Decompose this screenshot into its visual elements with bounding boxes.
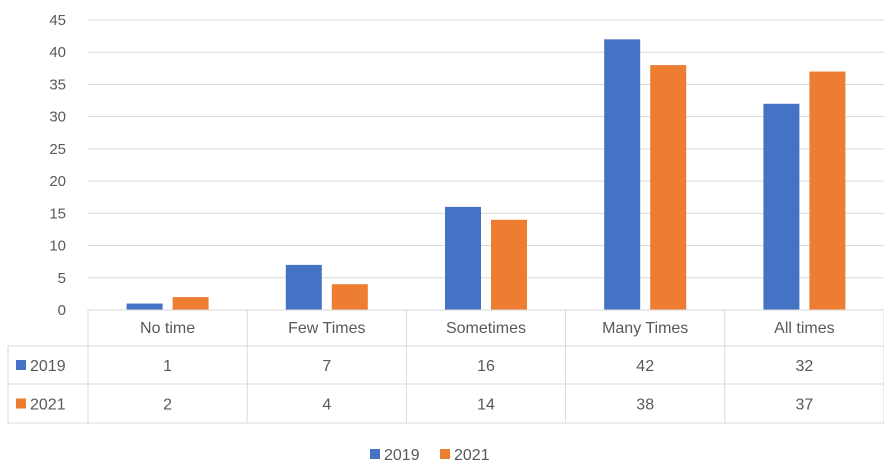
table-legend-key bbox=[16, 398, 26, 409]
x-tick-label: Many Times bbox=[602, 320, 688, 337]
data-label: 38 bbox=[636, 397, 654, 414]
data-label: 7 bbox=[322, 358, 331, 375]
y-tick-label: 30 bbox=[49, 109, 66, 126]
bar-2021-no-time bbox=[172, 297, 209, 310]
y-tick-label: 25 bbox=[49, 141, 66, 158]
y-axis-ticks: 0 5 10 15 20 25 30 35 40 45 bbox=[49, 12, 66, 319]
table-legend-key bbox=[16, 360, 26, 370]
x-tick-label: Few Times bbox=[288, 320, 365, 337]
bar-2019-all-times bbox=[763, 103, 800, 311]
y-tick-label: 10 bbox=[49, 238, 66, 255]
bar-2019-sometimes bbox=[445, 206, 481, 310]
legend-swatch bbox=[370, 449, 380, 459]
y-tick-label: 5 bbox=[58, 270, 66, 287]
y-tick-label: 15 bbox=[49, 205, 66, 222]
legend-swatch bbox=[440, 449, 450, 459]
gridlines bbox=[88, 19, 884, 279]
table-series-label: 2021 bbox=[30, 397, 66, 414]
y-tick-label: 40 bbox=[49, 44, 66, 61]
bar-2021-few-times bbox=[331, 284, 368, 310]
legend-label: 2019 bbox=[384, 447, 420, 464]
data-label: 14 bbox=[477, 397, 495, 414]
data-label: 42 bbox=[636, 358, 654, 375]
data-table: No time Few Times Sometimes Many Times All t… bbox=[7, 309, 884, 424]
bars bbox=[126, 39, 846, 311]
legend: 2019 2021 bbox=[370, 447, 490, 464]
data-label: 16 bbox=[477, 358, 495, 375]
y-tick-label: 20 bbox=[49, 173, 66, 190]
bar-2019-no-time bbox=[126, 303, 163, 310]
data-label: 1 bbox=[163, 358, 172, 375]
bar-2021-sometimes bbox=[491, 219, 527, 310]
x-tick-label: No time bbox=[140, 320, 195, 337]
y-tick-label: 45 bbox=[49, 12, 66, 29]
x-tick-label: All times bbox=[774, 320, 834, 337]
table-series-label: 2019 bbox=[30, 358, 66, 375]
x-tick-label: Sometimes bbox=[446, 320, 526, 337]
bar-2019-many-times bbox=[604, 39, 641, 310]
data-label: 4 bbox=[322, 397, 331, 414]
bar-2019-few-times bbox=[285, 264, 322, 310]
bar-2021-all-times bbox=[809, 71, 846, 310]
y-tick-label: 35 bbox=[49, 76, 66, 93]
data-label: 32 bbox=[796, 358, 814, 375]
legend-label: 2021 bbox=[454, 447, 490, 464]
bar-2021-many-times bbox=[650, 65, 687, 310]
y-tick-label: 0 bbox=[58, 302, 66, 319]
data-label: 2 bbox=[163, 397, 172, 414]
data-label: 37 bbox=[796, 397, 814, 414]
